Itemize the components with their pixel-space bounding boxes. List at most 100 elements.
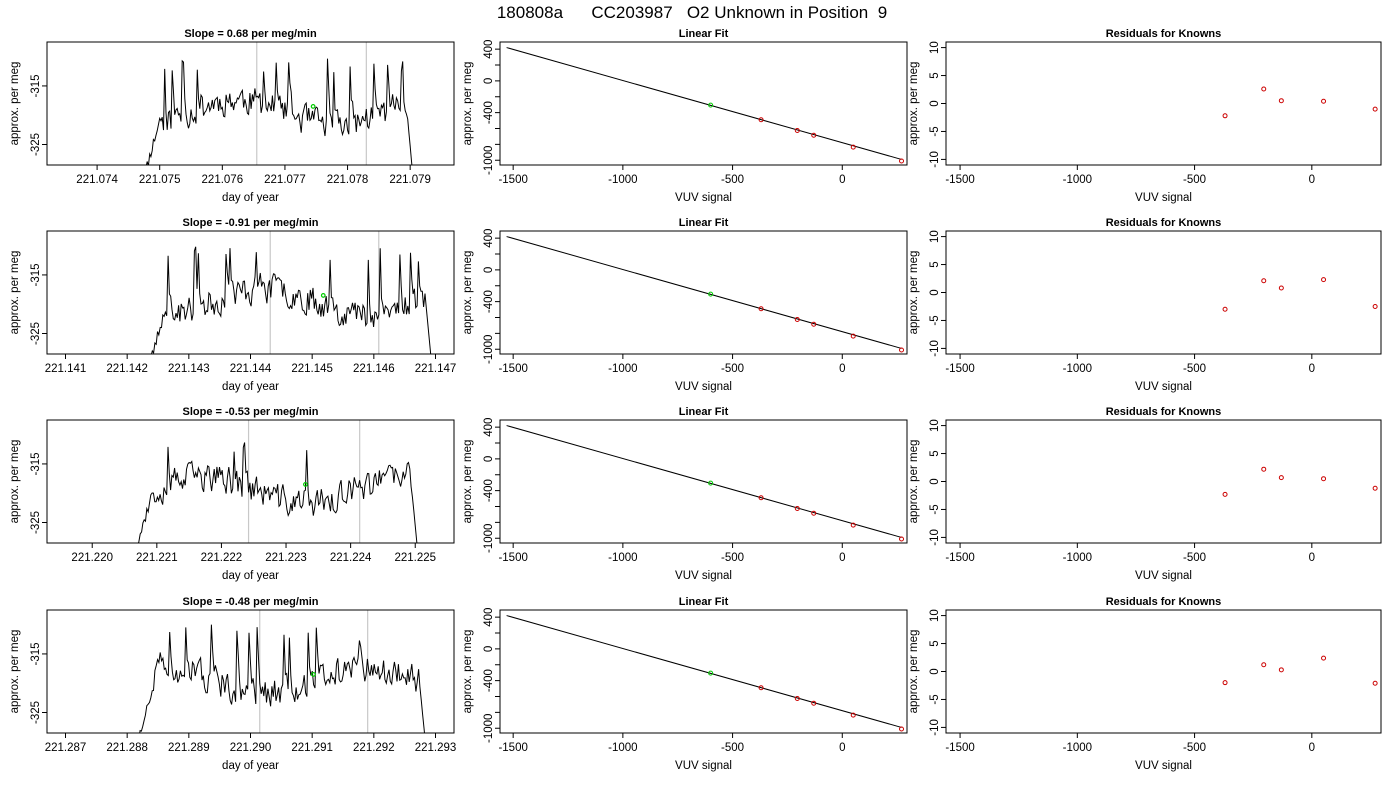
- x-tick-label: 221.221: [136, 552, 178, 564]
- y-tick-label: 10: [929, 419, 941, 432]
- x-tick-label: -500: [1183, 742, 1206, 754]
- x-tick-label: 221.146: [353, 363, 395, 375]
- plot-area: [506, 236, 905, 353]
- panel-4-3: Residuals for Knowns -1500 -1000 -500 0 10 5 0 -…: [908, 596, 1382, 772]
- x-tick-label: -1500: [945, 363, 974, 375]
- y-tick-label: 0: [483, 267, 495, 273]
- known-point: [1321, 98, 1327, 104]
- panel-1-3: Residuals for Knowns -1500 -1000 -500 0 10 5 0 -…: [908, 28, 1382, 204]
- y-tick-label: -400: [483, 101, 495, 124]
- x-axis-label: VUV signal: [675, 381, 732, 393]
- signal-trace: [151, 246, 432, 354]
- y-tick-label: 0: [483, 456, 495, 462]
- y-tick-label: 5: [929, 72, 941, 78]
- x-tick-label: -1500: [498, 552, 527, 564]
- x-tick-label: -1500: [498, 363, 527, 375]
- x-tick-label: 0: [839, 742, 845, 754]
- plot-frame: [46, 41, 455, 166]
- x-tick-label: 221.289: [168, 742, 210, 754]
- x-tick-label: 0: [839, 552, 845, 564]
- y-tick-label: -315: [30, 452, 42, 475]
- y-tick-label: 400: [483, 608, 495, 627]
- plot-area: [1222, 655, 1378, 686]
- x-axis-label: VUV signal: [675, 192, 732, 204]
- y-tick-label: -325: [30, 511, 42, 534]
- y-tick-label: 400: [483, 229, 495, 248]
- y-tick-label: -5: [929, 694, 941, 704]
- y-tick-label: -325: [30, 133, 42, 156]
- plot-area: [506, 47, 905, 164]
- known-point: [1261, 466, 1267, 472]
- known-point: [758, 685, 764, 691]
- known-point: [758, 495, 764, 501]
- x-tick-label: 221.077: [264, 174, 306, 186]
- known-point: [1222, 306, 1228, 312]
- plot-area: [1222, 466, 1378, 497]
- known-point: [850, 144, 856, 150]
- known-point: [1321, 655, 1327, 661]
- known-point: [1222, 680, 1228, 686]
- x-tick-label: 221.142: [106, 363, 148, 375]
- y-tick-label: -10: [929, 719, 941, 736]
- y-tick-label: 0: [929, 289, 941, 295]
- known-point: [899, 536, 905, 542]
- y-tick-label: -5: [929, 504, 941, 514]
- panel-title: Linear Fit: [679, 217, 729, 229]
- known-point: [850, 333, 856, 339]
- y-tick-label: 400: [483, 40, 495, 59]
- x-tick-label: 221.074: [76, 174, 118, 186]
- x-tick-label: 221.224: [330, 552, 372, 564]
- x-tick-label: -500: [721, 174, 744, 186]
- panel-title: Slope = 0.68 per meg/min: [184, 28, 317, 40]
- unknown-point: [708, 102, 714, 108]
- x-tick-label: 221.225: [394, 552, 436, 564]
- unknown-marker: [303, 482, 308, 487]
- x-tick-label: 221.079: [389, 174, 431, 186]
- x-tick-label: -500: [1183, 363, 1206, 375]
- plot-area: [1222, 86, 1378, 119]
- y-tick-label: -1000: [483, 714, 495, 743]
- x-tick-label: 0: [839, 363, 845, 375]
- known-point: [1278, 285, 1284, 291]
- y-axis-label: approx. per meg: [908, 62, 920, 146]
- plot-area: [137, 420, 418, 543]
- panel-4-1: Slope = -0.48 per meg/min 221.287 221.288 2…: [9, 596, 457, 772]
- y-tick-label: 0: [929, 478, 941, 484]
- x-tick-label: 221.290: [230, 742, 272, 754]
- known-point: [1261, 278, 1267, 284]
- plot-area: [139, 610, 425, 733]
- x-axis-label: VUV signal: [1135, 381, 1192, 393]
- y-tick-label: 5: [929, 261, 941, 267]
- x-axis-label: VUV signal: [1135, 192, 1192, 204]
- x-tick-label: 221.292: [353, 742, 395, 754]
- y-tick-label: -315: [30, 642, 42, 665]
- y-tick-label: 0: [483, 646, 495, 652]
- y-axis-label: approx. per meg: [908, 630, 920, 714]
- fit-line: [506, 47, 902, 160]
- y-axis-label: approx. per meg: [462, 251, 474, 335]
- x-tick-label: 221.220: [71, 552, 113, 564]
- known-point: [899, 726, 905, 732]
- known-point: [794, 316, 800, 322]
- plot-frame: [46, 230, 455, 355]
- y-tick-label: 10: [929, 230, 941, 243]
- known-point: [1261, 662, 1267, 668]
- panel-2-3: Residuals for Knowns -1500 -1000 -500 0 10 5 0 -…: [908, 217, 1382, 393]
- x-tick-label: 221.293: [415, 742, 457, 754]
- unknown-point: [708, 480, 714, 486]
- x-tick-label: -1500: [498, 174, 527, 186]
- y-tick-label: -400: [483, 669, 495, 692]
- x-tick-label: 221.223: [265, 552, 307, 564]
- known-point: [850, 712, 856, 718]
- known-point: [1372, 106, 1378, 112]
- known-point: [811, 321, 817, 327]
- y-tick-label: -1000: [483, 335, 495, 364]
- x-tick-label: -500: [721, 742, 744, 754]
- x-tick-label: 0: [839, 174, 845, 186]
- x-axis-label: VUV signal: [1135, 570, 1192, 582]
- x-axis-label: day of year: [222, 381, 279, 393]
- x-tick-label: -1500: [945, 552, 974, 564]
- x-tick-label: -500: [721, 552, 744, 564]
- x-tick-label: -1000: [608, 742, 637, 754]
